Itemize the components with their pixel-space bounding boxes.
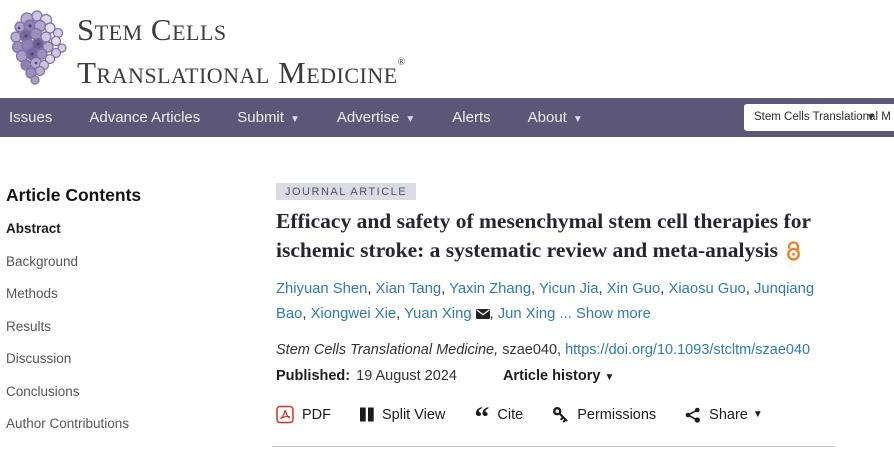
- sidebar-item-results[interactable]: Results: [6, 318, 52, 334]
- chevron-down-icon: ▼: [405, 114, 416, 125]
- show-more-authors-button[interactable]: Show more: [575, 305, 651, 322]
- authors-ellipsis: ...: [559, 305, 572, 322]
- journal-select-value: Stem Cells Translational M: [754, 111, 891, 123]
- stem-cell-cluster-icon: [6, 10, 68, 95]
- published-line: Published: 19 August 2024 Article history…: [276, 368, 836, 384]
- nav-item-advertise[interactable]: Advertise ▼: [336, 109, 416, 126]
- sidebar-item-discussion[interactable]: Discussion: [6, 351, 72, 366]
- registered-mark: ®: [397, 57, 406, 68]
- key-icon: [552, 406, 569, 423]
- article-contents-sidebar: Article Contents Abstract Background Met…: [6, 185, 256, 450]
- envelope-icon[interactable]: [475, 303, 490, 328]
- share-nodes-icon: [685, 407, 701, 423]
- pdf-button[interactable]: PDF: [276, 405, 331, 424]
- share-button[interactable]: Share ▼: [685, 407, 763, 423]
- published-label: Published:: [276, 368, 351, 384]
- open-access-icon: [785, 239, 802, 269]
- journal-logo[interactable]: [6, 7, 68, 91]
- main-navbar: Issues Advance Articles Submit ▼ Advertis…: [0, 98, 894, 137]
- author-link: Zhiyuan Shen: [276, 281, 376, 297]
- citation-journal-name: Stem Cells Translational Medicine: [276, 342, 502, 358]
- journal-name-line1: Stem Cells: [77, 12, 227, 47]
- article-toolbar: PDF Split View “ Cite Permissions: [276, 400, 836, 434]
- content-divider: [272, 446, 835, 447]
- nav-item-issues[interactable]: Issues: [9, 109, 53, 126]
- chevron-down-icon: ▼: [572, 114, 583, 125]
- journal-name: Stem Cells Translational Medicine®: [77, 13, 405, 89]
- nav-item-submit[interactable]: Submit ▼: [237, 109, 300, 126]
- author-link: Xiaosu Guo: [668, 281, 754, 297]
- article-header-area: JOURNAL ARTICLE Efficacy and safety of m…: [276, 182, 836, 434]
- cite-button[interactable]: “ Cite: [474, 400, 524, 434]
- doi-link[interactable]: https://doi.org/10.1093/stcltm/szae040: [565, 342, 811, 358]
- author-link: Yicun Jia: [539, 281, 607, 297]
- article-history-toggle[interactable]: Article history ▼: [502, 368, 615, 384]
- quotation-marks-icon: “: [474, 400, 490, 434]
- journal-select-dropdown[interactable]: Stem Cells Translational M ▼: [744, 104, 894, 131]
- author-link: Xiongwei Xie: [311, 306, 405, 322]
- chevron-down-icon: ▼: [866, 112, 876, 123]
- sidebar-item-abstract[interactable]: Abstract: [6, 221, 61, 236]
- chevron-down-icon: ▼: [604, 372, 615, 383]
- article-type-badge: JOURNAL ARTICLE: [276, 183, 417, 200]
- chevron-down-icon: ▼: [289, 114, 300, 125]
- sidebar-item-author-contributions[interactable]: Author Contributions: [6, 416, 130, 431]
- author-link: Xin Guo: [607, 281, 669, 297]
- split-view-button[interactable]: Split View: [360, 407, 445, 423]
- citation-line: Stem Cells Translational Medicineszae040…: [276, 342, 836, 358]
- author-link: Yaxin Zhang: [449, 281, 539, 297]
- nav-item-about[interactable]: About ▼: [527, 109, 583, 126]
- chevron-down-icon: ▼: [752, 409, 763, 420]
- nav-item-alerts[interactable]: Alerts: [452, 109, 491, 126]
- pdf-icon: [276, 405, 294, 424]
- site-header: Stem Cells Translational Medicine®: [0, 0, 894, 98]
- published-date: 19 August 2024: [356, 368, 457, 384]
- nav-item-advance-articles[interactable]: Advance Articles: [89, 109, 201, 126]
- sidebar-item-methods[interactable]: Methods: [6, 286, 58, 301]
- split-columns-icon: [360, 407, 374, 422]
- sidebar-item-conclusions[interactable]: Conclusions: [6, 383, 80, 399]
- sidebar-title: Article Contents: [6, 185, 142, 205]
- article-title: Efficacy and safety of mesenchymal stem …: [276, 207, 828, 268]
- author-link: Jun Xing: [497, 305, 556, 322]
- journal-name-line2: Translational Medicine®: [77, 55, 406, 90]
- sidebar-item-background[interactable]: Background: [6, 253, 79, 269]
- citation-article-id: szae040: [502, 342, 565, 358]
- author-list: Zhiyuan ShenXian TangYaxin ZhangYicun Ji…: [276, 277, 832, 327]
- author-link: Xian Tang: [376, 281, 450, 297]
- permissions-button[interactable]: Permissions: [552, 406, 656, 423]
- author-link-corresponding: Yuan Xing: [404, 306, 498, 322]
